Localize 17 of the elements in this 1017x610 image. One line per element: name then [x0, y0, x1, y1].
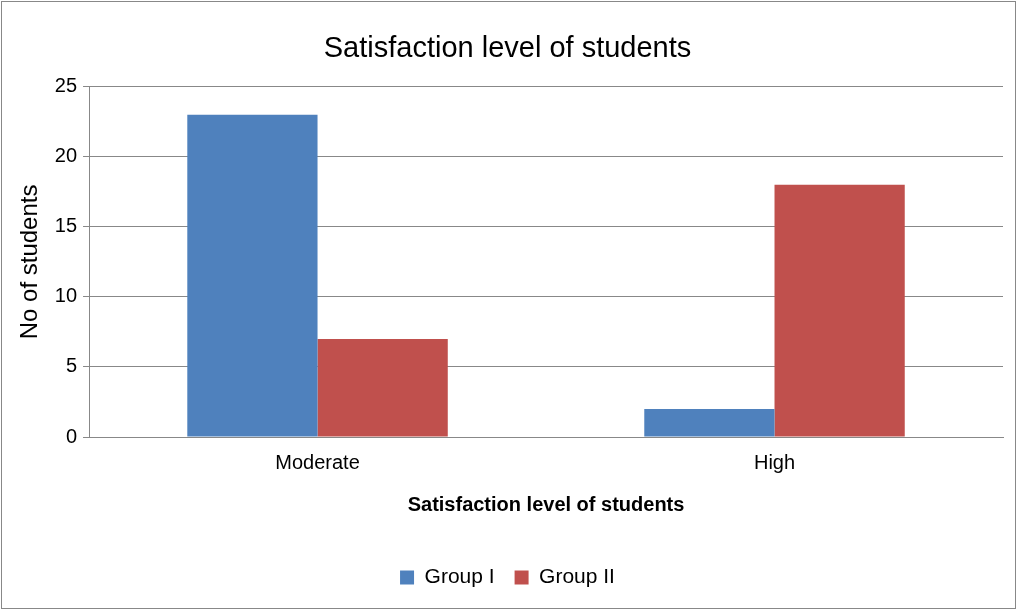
- chart-title: Satisfaction level of students: [323, 31, 692, 64]
- x-axis-title: Satisfaction level of students: [407, 492, 685, 515]
- y-tick-label: 0: [65, 424, 78, 447]
- bar: [774, 184, 905, 437]
- legend-label: Group II: [539, 564, 615, 588]
- y-tick-label: 20: [54, 144, 78, 167]
- bar: [644, 408, 775, 437]
- y-axis-title: No of students: [15, 184, 43, 340]
- y-tick-label: 25: [54, 74, 78, 97]
- x-tick-label: High: [753, 450, 796, 473]
- y-tick-label: 5: [65, 354, 78, 377]
- y-tick-label: 15: [54, 214, 78, 237]
- bar: [187, 114, 318, 437]
- bar: [317, 338, 448, 437]
- legend-label: Group I: [424, 564, 495, 588]
- x-tick-label: Moderate: [275, 450, 360, 473]
- y-tick-label: 10: [54, 284, 78, 307]
